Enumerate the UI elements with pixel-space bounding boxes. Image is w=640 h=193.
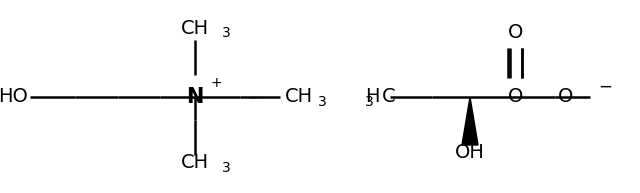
Text: 3: 3 [222,161,231,175]
Text: +: + [210,76,221,90]
Text: –: – [248,88,257,106]
Text: O: O [558,87,573,107]
Text: HO: HO [0,87,28,107]
Text: −: − [598,78,612,96]
Text: 3: 3 [222,26,231,40]
Text: C: C [382,87,396,107]
Polygon shape [462,97,478,145]
Text: 3: 3 [365,95,374,109]
Text: H: H [365,87,380,107]
Text: N: N [186,87,204,107]
Text: OH: OH [455,142,485,162]
Text: O: O [508,87,524,107]
Text: 3: 3 [318,95,327,109]
Text: CH: CH [181,19,209,37]
Text: O: O [508,24,524,42]
Text: CH: CH [181,153,209,173]
Text: CH: CH [285,87,313,107]
